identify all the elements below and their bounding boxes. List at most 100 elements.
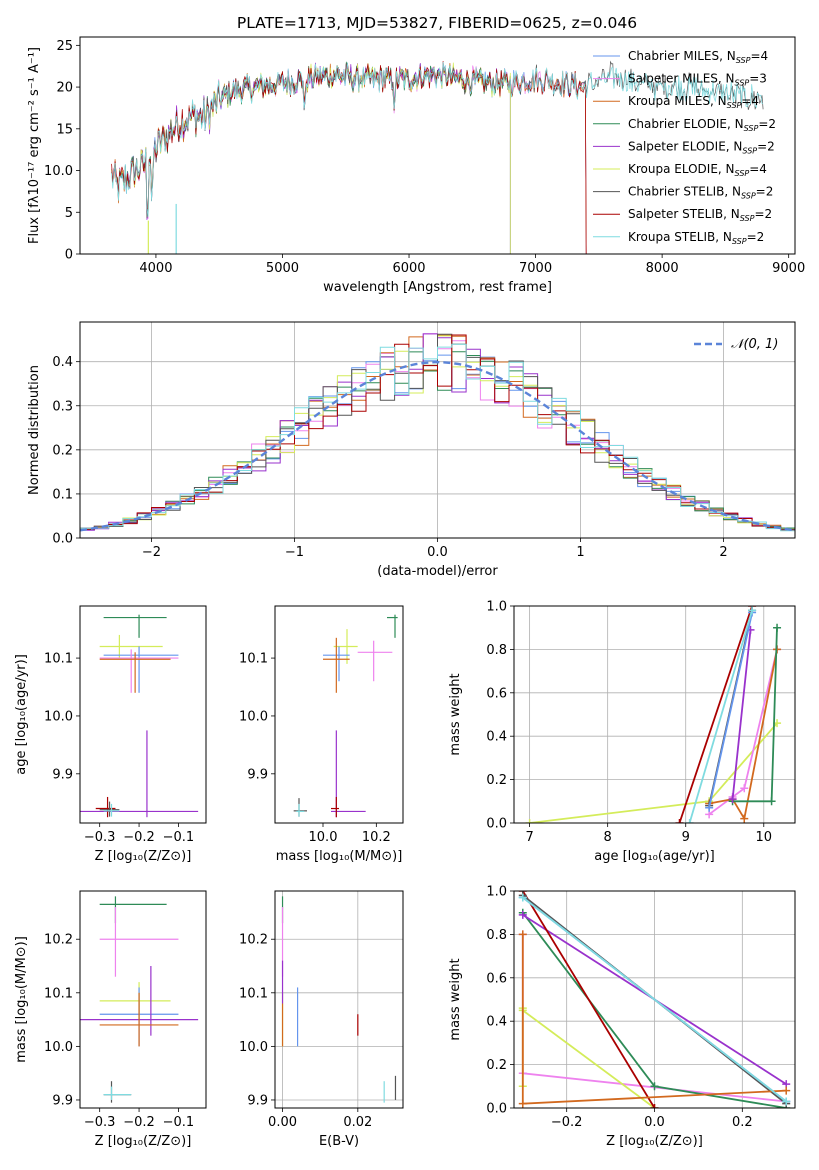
spectrum-line xyxy=(111,66,587,254)
x-axis-label: Z [log₁₀(Z/Z⊙)] xyxy=(95,849,192,864)
legend-entry: Kroupa ELODIE, NSSP=4 xyxy=(628,162,767,178)
weight-marker xyxy=(767,797,776,806)
y-tick-label: 0.2 xyxy=(52,443,73,458)
x-tick-label: 1 xyxy=(576,545,584,560)
y-tick-label: 15 xyxy=(56,122,73,137)
x-tick-label: 8 xyxy=(604,830,612,845)
weight-marker xyxy=(740,814,749,823)
y-axis-label: Normed distribution xyxy=(27,365,42,495)
y-tick-label: 0 xyxy=(65,248,73,263)
y-tick-label: 10.1 xyxy=(239,652,268,667)
x-tick-label: −0.3 xyxy=(84,1115,116,1130)
axes-frame xyxy=(513,605,796,824)
weight-marker xyxy=(740,784,749,793)
panel-mass_vs_ebv: 0.00 0.02 9.9 10.0 10.1 10.2 E(B-V) xyxy=(239,890,404,1149)
x-axis-label: mass [log₁₀(M/M⊙)] xyxy=(276,849,403,864)
y-tick-label: 1.0 xyxy=(486,600,507,615)
weight-marker xyxy=(525,819,534,823)
weight-marker xyxy=(728,795,737,804)
x-tick-label: 7000 xyxy=(519,261,552,276)
y-tick-label: 0.4 xyxy=(52,355,73,370)
x-tick-label: 10.0 xyxy=(309,830,338,845)
legend-entry: Chabrier ELODIE, NSSP=2 xyxy=(628,117,776,133)
x-tick-label: 7 xyxy=(525,830,533,845)
x-tick-label: −0.1 xyxy=(163,1115,195,1130)
y-tick-label: 20 xyxy=(56,81,73,96)
plot-area-spectrum xyxy=(111,60,764,254)
plot-area-mass_vs_ebv xyxy=(281,896,397,1103)
x-tick-label: −0.1 xyxy=(163,830,195,845)
x-tick-label: 9000 xyxy=(772,261,805,276)
y-tick-label: 10.0 xyxy=(44,709,73,724)
x-tick-label: 0.2 xyxy=(732,1115,753,1130)
legend-entry: Salpeter MILES, NSSP=3 xyxy=(628,72,767,88)
y-tick-label: 0.0 xyxy=(52,532,73,547)
y-tick-label: 10.2 xyxy=(44,933,73,948)
y-tick-label: 10.0 xyxy=(239,709,268,724)
spectrum-line xyxy=(111,62,764,217)
legend-entry: Salpeter ELODIE, NSSP=2 xyxy=(628,139,775,155)
axes-frame xyxy=(79,890,207,1109)
y-axis-label: age [log₁₀(age/yr)] xyxy=(14,654,29,775)
weight-line xyxy=(731,629,752,800)
x-tick-label: 6000 xyxy=(392,261,425,276)
weight-marker xyxy=(518,930,527,939)
x-tick-label: 0.00 xyxy=(268,1115,297,1130)
y-axis-label: mass weight xyxy=(448,673,463,755)
weight-marker xyxy=(518,1099,527,1108)
y-tick-label: 9.9 xyxy=(247,767,268,782)
weight-marker xyxy=(518,910,527,919)
weight-line xyxy=(708,612,753,808)
spectrum-line xyxy=(111,61,511,254)
y-tick-label: 0.6 xyxy=(486,971,507,986)
y-tick-label: 0.6 xyxy=(486,686,507,701)
plot-area-residuals xyxy=(80,333,795,532)
weight-line xyxy=(522,891,656,1108)
axes-frame xyxy=(274,890,404,1109)
y-tick-label: 0.4 xyxy=(486,1015,507,1030)
y-tick-label: 0.0 xyxy=(486,817,507,832)
y-tick-label: 10.0 xyxy=(44,164,73,179)
y-tick-label: 10.1 xyxy=(44,652,73,667)
axes-frame xyxy=(274,605,404,824)
x-tick-label: −0.2 xyxy=(123,830,155,845)
legend-entry: Chabrier STELIB, NSSP=2 xyxy=(628,185,773,201)
y-tick-label: 0.4 xyxy=(486,730,507,745)
panel-spectrum: 4000 5000 6000 7000 8000 9000 0 5 10.0 15 20 25 wave… xyxy=(27,36,805,295)
y-tick-label: 10.0 xyxy=(239,1040,268,1055)
weight-marker xyxy=(650,1104,659,1108)
y-tick-label: 25 xyxy=(56,39,73,54)
plot-area-age_vs_mass xyxy=(293,614,398,818)
weight-line xyxy=(708,649,778,816)
x-tick-label: 10 xyxy=(756,830,773,845)
y-tick-label: 9.9 xyxy=(52,1093,73,1108)
x-axis-label: wavelength [Angstrom, rest frame] xyxy=(323,280,552,295)
x-axis-label: Z [log₁₀(Z/Z⊙)] xyxy=(95,1134,192,1149)
figure-title: PLATE=1713, MJD=53827, FIBERID=0625, z=0… xyxy=(237,14,637,32)
spectrum-line xyxy=(111,61,587,254)
y-tick-label: 9.9 xyxy=(247,1093,268,1108)
weight-line xyxy=(521,1008,656,1108)
normal-curve xyxy=(80,360,795,532)
weight-line xyxy=(522,896,787,1103)
weight-line xyxy=(678,606,753,823)
weight-marker xyxy=(782,1097,791,1106)
y-tick-label: 0.1 xyxy=(52,487,73,502)
legend-entry: Kroupa STELIB, NSSP=2 xyxy=(628,230,764,246)
y-tick-label: 0.2 xyxy=(486,1058,507,1073)
x-tick-label: 0.0 xyxy=(427,545,448,560)
panel-mass_vs_Z: −0.3 −0.2 −0.1 9.9 10.0 10.1 10.2 Z [log₁₀(Z/Z⊙… xyxy=(14,890,207,1149)
y-tick-label: 0.8 xyxy=(486,928,507,943)
weight-marker xyxy=(705,803,714,812)
x-axis-label: Z [log₁₀(Z/Z⊙)] xyxy=(606,1134,703,1149)
x-tick-label: −0.2 xyxy=(123,1115,155,1130)
weight-marker xyxy=(685,819,694,823)
x-tick-label: 4000 xyxy=(139,261,172,276)
y-tick-label: 10.2 xyxy=(239,933,268,948)
axes-frame xyxy=(79,36,796,255)
y-axis-label: Flux [fλ10⁻¹⁷ erg cm⁻² s⁻¹ A⁻¹] xyxy=(27,47,42,244)
weight-marker xyxy=(518,893,527,902)
y-tick-label: 10.1 xyxy=(239,986,268,1001)
y-tick-label: 10.1 xyxy=(44,986,73,1001)
